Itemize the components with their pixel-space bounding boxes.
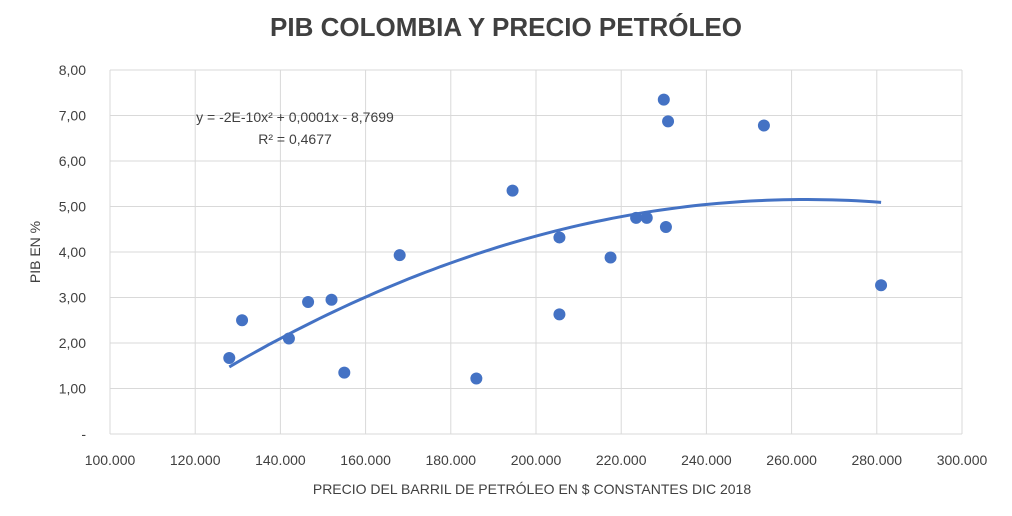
trendline <box>228 198 882 369</box>
trendline-equation: y = -2E-10x² + 0,0001x - 8,7699 <box>196 109 394 125</box>
x-tick-label: 260.000 <box>766 452 817 468</box>
x-tick-labels: 100.000 120.000 140.000 160.000 180.000 200.0… <box>85 452 988 468</box>
y-axis-title: PIB EN % <box>27 221 43 283</box>
data-point <box>553 308 566 321</box>
data-point <box>282 332 295 345</box>
data-point <box>393 249 406 262</box>
data-point <box>236 314 249 327</box>
y-tick-label: 2,00 <box>59 335 86 351</box>
y-tick-label: 5,00 <box>59 199 86 215</box>
x-tick-label: 240.000 <box>681 452 732 468</box>
x-tick-label: 200.000 <box>511 452 562 468</box>
y-tick-label: 3,00 <box>59 290 86 306</box>
data-point <box>223 352 236 365</box>
y-tick-label: 7,00 <box>59 108 86 124</box>
data-point <box>302 296 315 309</box>
data-point <box>657 93 670 106</box>
x-axis-title: PRECIO DEL BARRIL DE PETRÓLEO EN $ CONST… <box>313 481 751 497</box>
data-point <box>338 366 351 379</box>
data-point <box>659 220 672 233</box>
chart-title: PIB COLOMBIA Y PRECIO PETRÓLEO <box>270 12 742 42</box>
data-point <box>506 184 519 197</box>
x-tick-label: 140.000 <box>255 452 306 468</box>
data-point <box>325 293 338 306</box>
data-point <box>604 251 617 264</box>
y-tick-label: 8,00 <box>59 62 86 78</box>
y-tick-label: - <box>81 426 86 442</box>
y-tick-label: 6,00 <box>59 153 86 169</box>
x-tick-label: 180.000 <box>425 452 476 468</box>
data-point <box>875 279 888 292</box>
data-point <box>640 211 653 224</box>
data-point <box>470 372 483 385</box>
y-tick-label: 4,00 <box>59 244 86 260</box>
data-point <box>630 211 643 224</box>
data-point <box>757 119 770 132</box>
x-tick-label: 100.000 <box>85 452 136 468</box>
x-tick-label: 300.000 <box>937 452 988 468</box>
y-tick-labels: - 1,00 2,00 3,00 4,00 5,00 6,00 7,00 8,00 <box>59 62 87 442</box>
data-point <box>662 115 675 128</box>
x-tick-label: 120.000 <box>170 452 221 468</box>
x-tick-label: 220.000 <box>596 452 647 468</box>
data-points <box>223 93 888 385</box>
trendline-r2: R² = 0,4677 <box>258 131 332 147</box>
x-tick-label: 160.000 <box>340 452 391 468</box>
gridlines <box>109 69 963 435</box>
x-tick-label: 280.000 <box>851 452 902 468</box>
data-point <box>553 231 566 244</box>
y-tick-label: 1,00 <box>59 381 86 397</box>
